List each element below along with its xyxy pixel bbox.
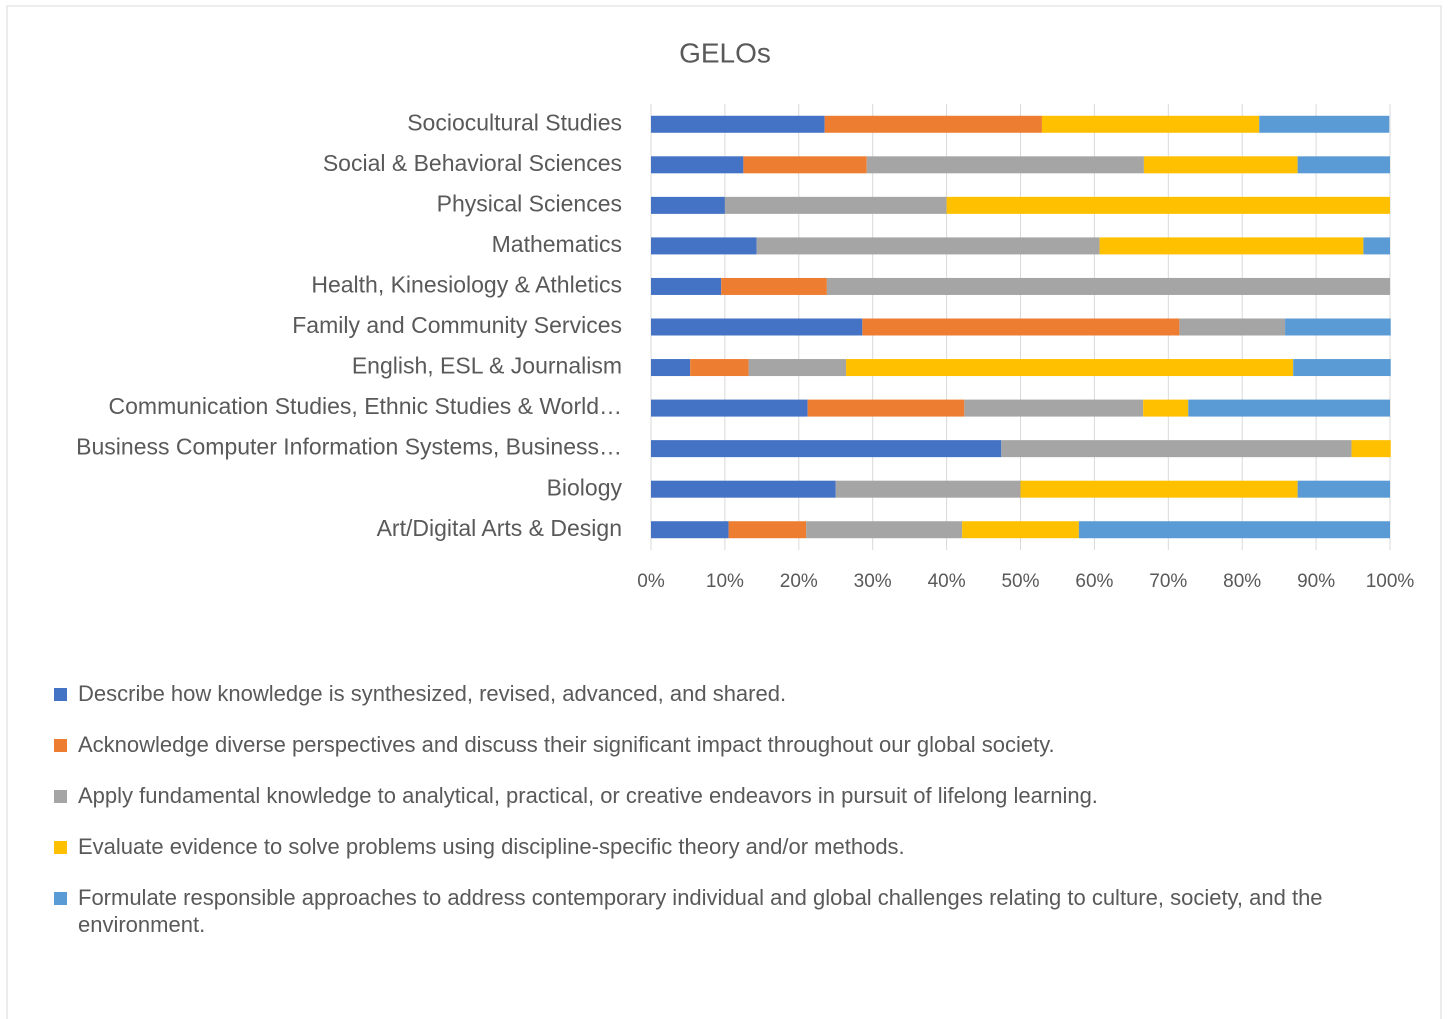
bar-segment	[1020, 480, 1298, 498]
bar-segment	[1351, 440, 1391, 458]
legend-item: Formulate responsible approaches to addr…	[54, 884, 1424, 937]
bar-segment	[651, 318, 863, 336]
bar-segment	[806, 521, 963, 539]
legend-swatch	[54, 892, 67, 905]
y-tick-label: Physical Sciences	[437, 190, 622, 216]
bar-segment	[1001, 440, 1352, 458]
x-tick-label: 10%	[706, 571, 744, 592]
bar-segment	[1363, 237, 1390, 255]
bar-segment	[724, 196, 947, 214]
bar-segment	[728, 521, 807, 539]
y-tick-label: Art/Digital Arts & Design	[377, 515, 622, 541]
bar-segment	[1188, 399, 1390, 417]
chart-border	[6, 5, 1442, 1019]
bar-segment	[1285, 318, 1391, 336]
y-tick-label: Family and Community Services	[292, 312, 622, 338]
x-tick-label: 100%	[1366, 571, 1415, 592]
chart-title: GELOs	[679, 37, 771, 68]
y-tick-label: Health, Kinesiology & Athletics	[311, 272, 622, 298]
bar-segment	[1297, 480, 1390, 498]
bar-segment	[807, 399, 965, 417]
bar-segment	[1078, 521, 1390, 539]
bar-segment	[651, 115, 825, 133]
x-tick-label: 20%	[780, 571, 818, 592]
legend-label: Describe how knowledge is synthesized, r…	[78, 681, 787, 706]
x-tick-label: 70%	[1149, 571, 1187, 592]
x-tick-label: 0%	[637, 571, 665, 592]
legend-label: Acknowledge diverse perspectives and dis…	[78, 732, 1055, 757]
bar-segment	[721, 277, 827, 295]
legend-item: Describe how knowledge is synthesized, r…	[54, 680, 1424, 731]
legend-swatch	[54, 841, 67, 854]
bar-segment	[1293, 359, 1391, 377]
bar-segment	[824, 115, 1042, 133]
bar-segment	[651, 237, 757, 255]
legend-swatch	[54, 790, 67, 803]
bar-segment	[826, 277, 1390, 295]
bar-segment	[651, 399, 808, 417]
x-tick-label: 50%	[1001, 571, 1039, 592]
bar-segment	[756, 237, 1100, 255]
bar-segment	[866, 156, 1144, 174]
x-tick-label: 80%	[1223, 571, 1261, 592]
x-tick-label: 90%	[1297, 571, 1335, 592]
bar-segment	[1143, 399, 1189, 417]
bar-segment	[946, 196, 1390, 214]
bar-segment	[835, 480, 1021, 498]
legend-label: Evaluate evidence to solve problems usin…	[78, 834, 905, 859]
y-tick-label: Social & Behavioral Sciences	[323, 150, 622, 176]
bar-segment	[1041, 115, 1260, 133]
legend-item: Evaluate evidence to solve problems usin…	[54, 833, 1424, 884]
x-tick-label: 30%	[854, 571, 892, 592]
bar-segment	[1259, 115, 1390, 133]
bar-segment	[1297, 156, 1390, 174]
bar-segment	[846, 359, 1294, 377]
legend-swatch	[54, 739, 67, 752]
legend-swatch	[54, 688, 67, 701]
legend-item: Acknowledge diverse perspectives and dis…	[54, 731, 1424, 782]
bar-segment	[1099, 237, 1364, 255]
x-tick-label: 40%	[928, 571, 966, 592]
bar-segment	[651, 196, 725, 214]
bar-segment	[748, 359, 847, 377]
x-tick-label: 60%	[1075, 571, 1113, 592]
y-tick-label: Mathematics	[492, 231, 622, 257]
bar-segment	[1143, 156, 1298, 174]
bar-segment	[964, 399, 1144, 417]
bar-segment	[1179, 318, 1286, 336]
bar-segment	[651, 440, 1002, 458]
bar-segment	[690, 359, 749, 377]
bar-segment	[651, 156, 744, 174]
bar-segment	[743, 156, 867, 174]
legend: Describe how knowledge is synthesized, r…	[54, 680, 1424, 937]
bar-segment	[651, 480, 836, 498]
y-tick-label: English, ESL & Journalism	[352, 353, 622, 379]
bar-segment	[962, 521, 1079, 539]
legend-label: Apply fundamental knowledge to analytica…	[78, 783, 1098, 808]
y-tick-label: Sociocultural Studies	[407, 109, 622, 135]
bar-segment	[862, 318, 1180, 336]
bar-segment	[651, 277, 722, 295]
y-tick-label: Communication Studies, Ethnic Studies & …	[109, 393, 622, 419]
y-tick-label: Biology	[547, 474, 623, 500]
bar-segment	[651, 521, 729, 539]
bar-segment	[651, 359, 691, 377]
legend-label: Formulate responsible approaches to addr…	[78, 885, 1323, 937]
legend-item: Apply fundamental knowledge to analytica…	[54, 782, 1424, 833]
y-tick-label: Business Computer Information Systems, B…	[76, 434, 622, 460]
